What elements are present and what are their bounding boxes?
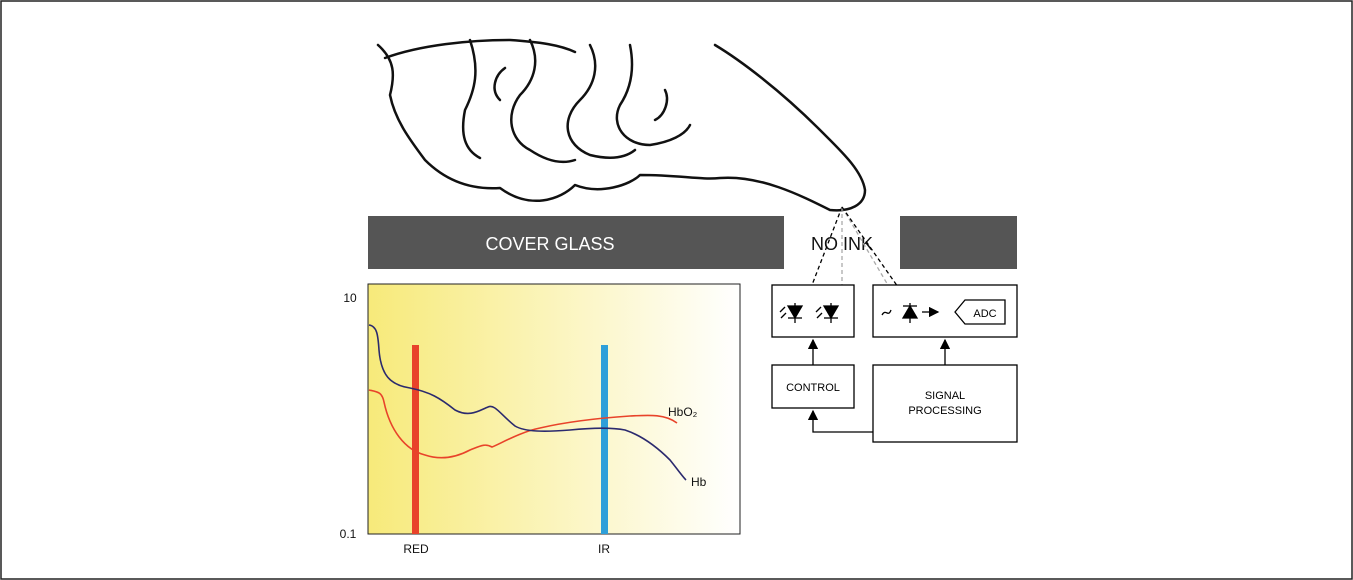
- absorption-chart: 10 0.1 RED IR HbO₂ Hb: [340, 283, 741, 556]
- adc-shape: [954, 299, 1006, 325]
- series-line-hb: [368, 324, 687, 481]
- cover-glass-right: [900, 216, 1017, 269]
- cover-glass: [368, 216, 784, 269]
- series-line-hbo2: [368, 389, 678, 459]
- control-label: CONTROL: [786, 382, 840, 394]
- ir-band: [601, 345, 608, 534]
- led-icon: [779, 303, 840, 323]
- connectors: [807, 338, 951, 433]
- photodiode-icon: [881, 303, 940, 323]
- chart-background: [367, 283, 741, 535]
- series-label-hb: Hb: [691, 475, 707, 489]
- band-label-ir: IR: [598, 542, 610, 556]
- adc-label: ADC: [973, 308, 996, 320]
- signal-processing-label-2: PROCESSING: [908, 405, 981, 417]
- ytick-top: 10: [343, 291, 357, 305]
- signal-processing-box: [872, 364, 1018, 443]
- band-label-red: RED: [403, 542, 429, 556]
- red-band: [412, 345, 419, 534]
- ytick-bottom: 0.1: [340, 527, 357, 541]
- signal-processing-label-1: SIGNAL: [925, 390, 965, 402]
- control-box: [771, 364, 855, 409]
- light-rays: [811, 206, 906, 298]
- led-box: [771, 284, 855, 338]
- series-label-hbo2: HbO₂: [668, 405, 698, 419]
- finger-illustration: [376, 38, 867, 212]
- cover-glass-label: COVER GLASS: [485, 234, 614, 254]
